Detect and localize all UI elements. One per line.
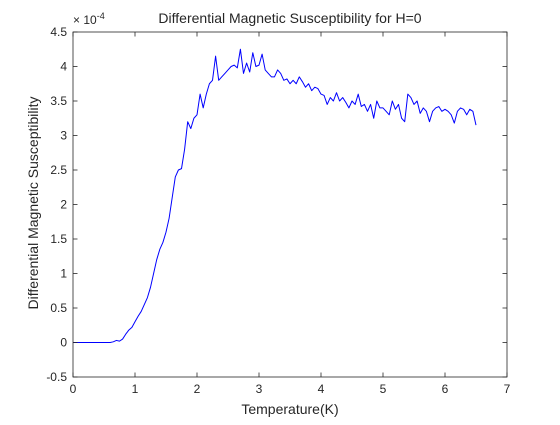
series-line-0 <box>73 48 477 343</box>
y-tick-label: 0.5 <box>50 301 67 315</box>
y-tick-label: 4.5 <box>50 25 67 39</box>
y-tick-label: 4 <box>60 60 67 74</box>
plot-area <box>73 32 507 377</box>
y-tick-label: 2.5 <box>50 163 67 177</box>
y-axis-label: Differential Magnetic Susceptibility <box>25 97 41 310</box>
chart-title: Differential Magnetic Susceptibility for… <box>158 10 421 26</box>
y-axis-exponent-base: × 10 <box>73 13 97 27</box>
y-tick-label: -0.5 <box>46 370 67 384</box>
x-tick-label: 2 <box>194 382 201 396</box>
data-layer <box>73 48 477 343</box>
x-tick-label: 4 <box>318 382 325 396</box>
x-tick-label: 6 <box>442 382 449 396</box>
y-tick-label: 0 <box>60 336 67 350</box>
axes-layer: 0 1 2 3 4 5 6 7-0.500.511.522.533.544.5 <box>46 25 510 396</box>
y-tick-label: 3 <box>60 129 67 143</box>
y-tick-label: 1.5 <box>50 232 67 246</box>
x-tick-label: 0 <box>70 382 77 396</box>
text-layer: Differential Magnetic Susceptibility for… <box>25 10 422 417</box>
y-axis-exponent: × 10-4 <box>73 11 105 27</box>
x-tick-label: 3 <box>256 382 263 396</box>
y-tick-label: 1 <box>60 267 67 281</box>
x-tick-label: 7 <box>504 382 511 396</box>
x-axis-label: Temperature(K) <box>241 401 338 417</box>
x-tick-label: 5 <box>380 382 387 396</box>
y-axis-exponent-power: -4 <box>97 11 105 21</box>
y-tick-label: 2 <box>60 198 67 212</box>
x-tick-label: 1 <box>132 382 139 396</box>
y-tick-label: 3.5 <box>50 94 67 108</box>
